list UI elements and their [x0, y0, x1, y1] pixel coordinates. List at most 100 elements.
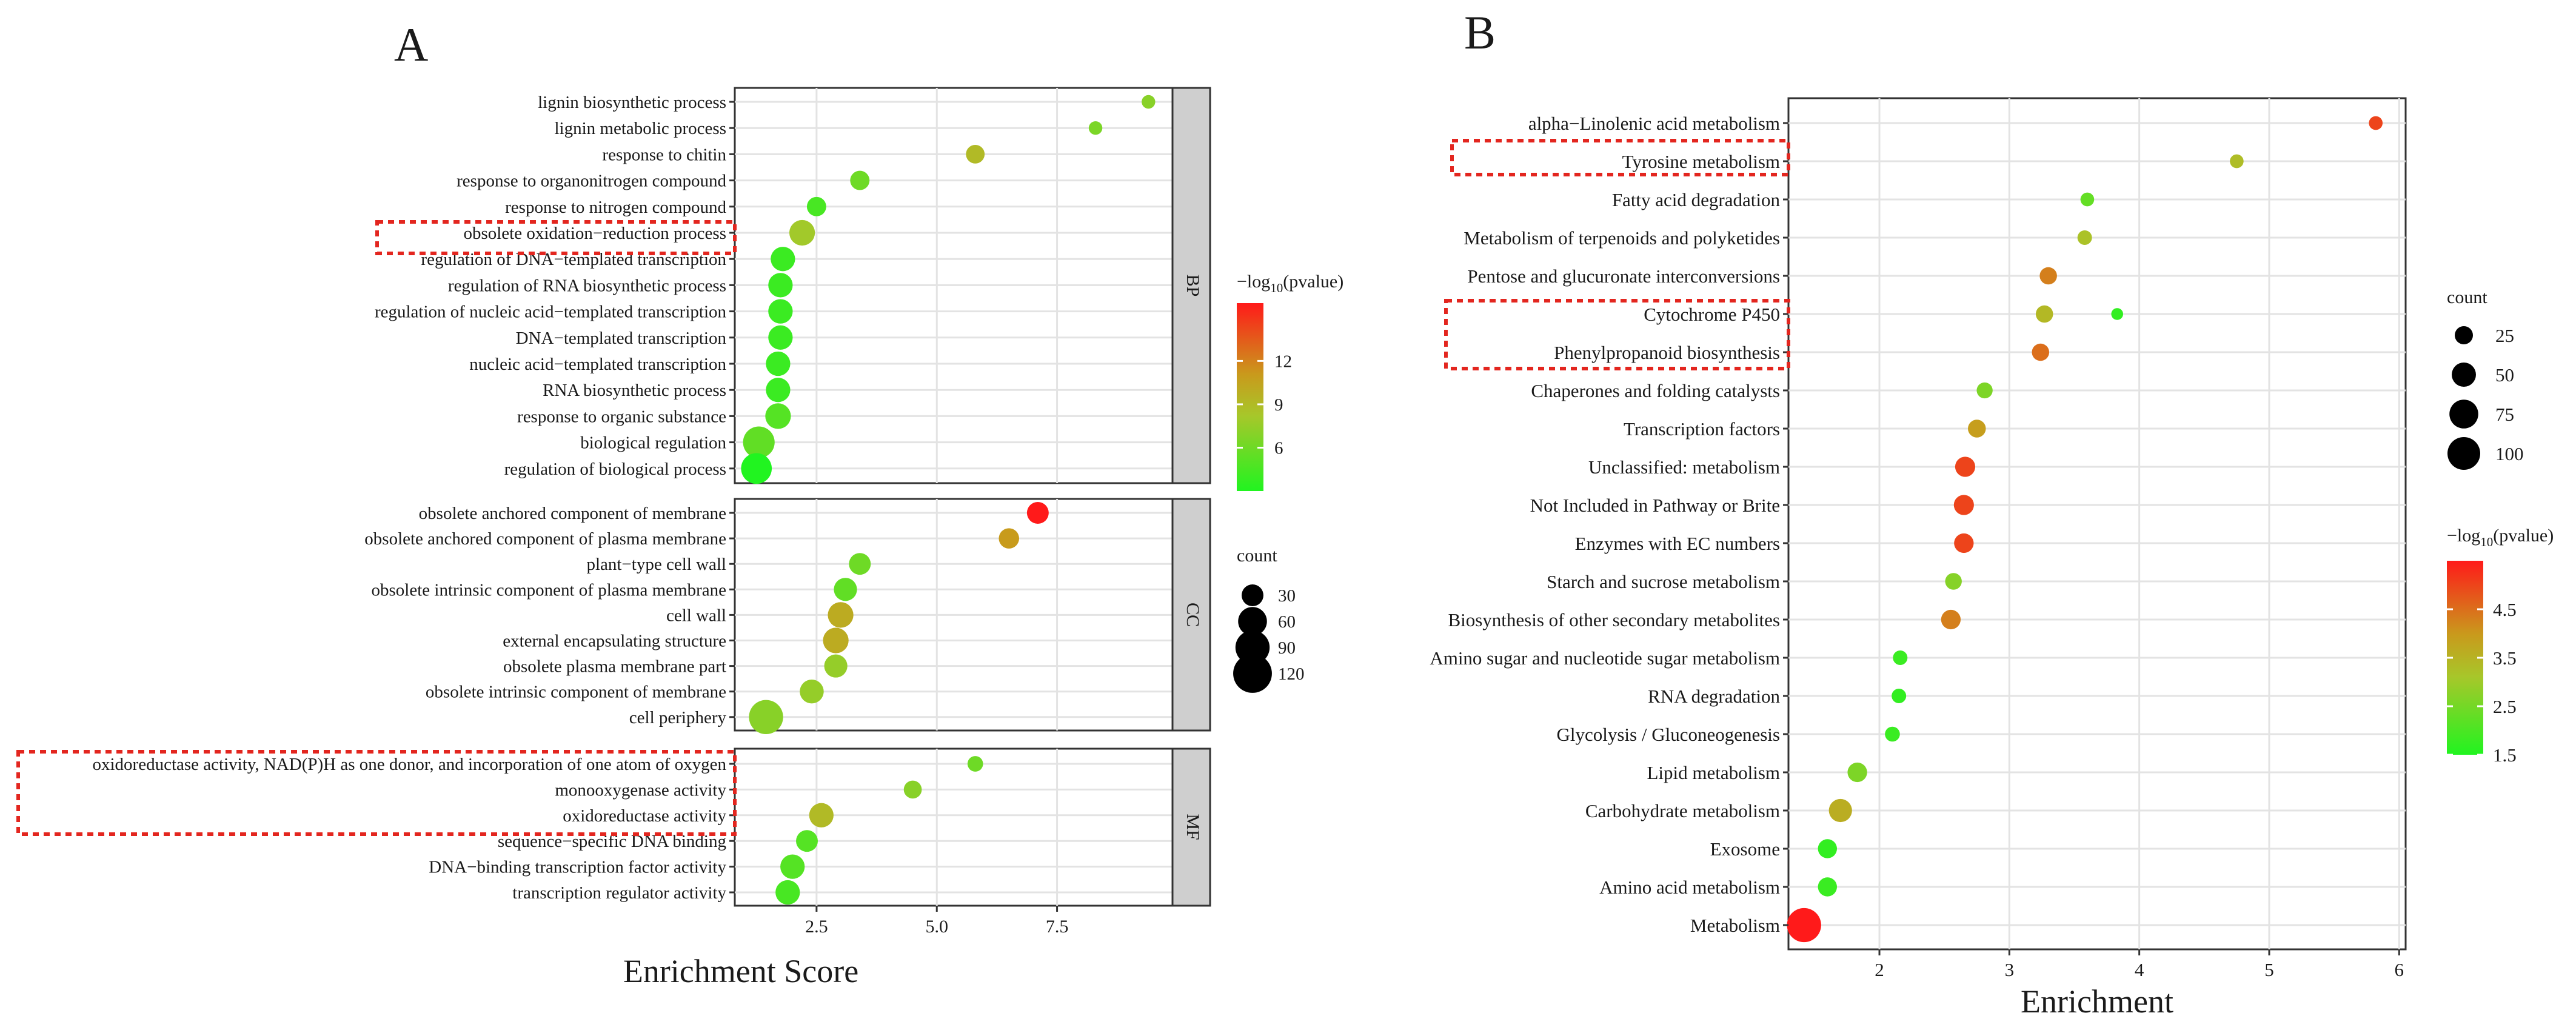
dot-cytochrome-p450 — [2035, 305, 2053, 323]
term-label: regulation of biological process — [504, 460, 726, 479]
term-label: Exosome — [1710, 838, 1780, 860]
term-label: Amino sugar and nucleotide sugar metabol… — [1430, 647, 1780, 669]
term-label: DNA−templated transcription — [516, 329, 727, 348]
highlight-box-tyrosine — [1450, 139, 1790, 176]
dot-cell-wall — [828, 602, 854, 628]
dot-carbohydrate-metabolism — [1828, 798, 1852, 823]
dot-obsolete-anchored-component-of-membrane — [1026, 502, 1049, 524]
term-label: Fatty acid degradation — [1612, 189, 1781, 210]
dot-nucleic-acid-templated-transcription — [766, 351, 791, 376]
panel-b-background — [1787, 97, 2407, 951]
term-label: external encapsulating structure — [503, 632, 726, 651]
dot-not-included-in-pathway-or-brite — [1953, 495, 1974, 515]
dot-metabolism-of-terpenoids-and-polyketides — [2077, 230, 2092, 245]
color-tick-label: 9 — [1274, 395, 1283, 415]
panel-b: B alpha−Linolenic acid metabolism Tyrosin… — [1430, 6, 2554, 1020]
dot-exosome — [1818, 839, 1837, 858]
dot-glycolysis-gluconeogenesis — [1885, 726, 1900, 742]
term-label: response to chitin — [602, 145, 726, 164]
dot-regulation-of-nucleic-acid-templated-transcription — [768, 299, 793, 324]
term-label: Tyrosine metabolism — [1622, 151, 1780, 172]
term-label: Chaperones and folding catalysts — [1531, 380, 1780, 401]
dot-response-to-nitrogen-compound — [806, 196, 826, 216]
dot-obsolete-plasma-membrane-part — [824, 654, 848, 678]
color-tick-label: 4.5 — [2493, 599, 2517, 620]
dot-obsolete-oxidation-reduction-process — [789, 219, 815, 246]
panel-b-dots — [1787, 116, 2383, 943]
term-label: Transcription factors — [1624, 418, 1780, 440]
highlight-box-oxidation-reduction — [375, 220, 737, 255]
term-label: Starch and sucrose metabolism — [1547, 571, 1780, 592]
panel-b-color-legend: −log10(pvalue) 1.5 2.5 3.5 4.5 — [2447, 526, 2554, 766]
term-label: Lipid metabolism — [1647, 762, 1780, 783]
dot-unclassified-metabolism — [1955, 456, 1976, 477]
dot-biological-regulation — [743, 426, 775, 458]
dot-external-encapsulating-structure — [823, 627, 849, 654]
facet-strip-bp — [1171, 87, 1211, 484]
dot-response-to-organonitrogen-compound — [850, 170, 870, 190]
term-label: Unclassified: metabolism — [1588, 456, 1780, 478]
size-legend-label: 120 — [1278, 664, 1305, 684]
panel-a-size-legend: count 30 60 90 120 — [1233, 546, 1305, 693]
panel-a-term-labels: lignin biosynthetic process lignin metabo… — [92, 93, 735, 903]
term-label: Phenylpropanoid biosynthesis — [1554, 342, 1780, 363]
panel-a-dots — [741, 95, 1156, 905]
dot-oxidoreductase-activity-nad-p-h-as-one-donor-and-incorporation-of-one-atom-of-oxygen — [967, 756, 983, 772]
dot-obsolete-intrinsic-component-of-membrane — [800, 679, 824, 704]
dot-alpha-linolenic-acid-metabolism — [2369, 116, 2383, 130]
term-label: lignin metabolic process — [555, 119, 727, 138]
facet-strip-cc-label: CC — [1183, 603, 1203, 627]
term-label: Pentose and glucuronate interconversions — [1467, 266, 1780, 287]
facet-strip-bp-label: BP — [1183, 275, 1203, 297]
size-legend-dot — [2452, 363, 2476, 387]
term-label: Enzymes with EC numbers — [1575, 533, 1780, 554]
panel-a-label: A — [394, 18, 428, 71]
color-tick-label: 6 — [1274, 438, 1283, 458]
panel-b-gridlines — [1788, 98, 2406, 949]
dot-plant-type-cell-wall — [849, 553, 871, 575]
term-label: cell periphery — [629, 708, 727, 727]
dot-phenylpropanoid-biosynthesis — [2032, 343, 2050, 361]
size-legend-dot — [2455, 326, 2473, 344]
panel-a-color-legend: −log10(pvalue) 6 9 12 — [1237, 272, 1343, 491]
highlight-box-oxidoreductase-group — [16, 750, 737, 836]
dot-rna-biosynthetic-process — [766, 378, 791, 403]
dot-chaperones-and-folding-catalysts — [1976, 382, 1993, 399]
term-label: regulation of RNA biosynthetic process — [448, 276, 726, 295]
term-label: biological regulation — [580, 433, 726, 453]
facet-strip-cc — [1171, 498, 1211, 732]
facet-mf-background — [734, 747, 1174, 907]
color-tick-label: 3.5 — [2493, 647, 2517, 669]
size-legend-dot — [1238, 607, 1267, 636]
dot-starch-and-sucrose-metabolism — [1945, 573, 1962, 590]
term-label: Not Included in Pathway or Brite — [1530, 495, 1780, 516]
dot-dna-templated-transcription — [768, 325, 793, 350]
panel-b-x-ticks: 2 3 4 5 6 — [1875, 949, 2404, 980]
size-legend-dot — [1235, 630, 1270, 665]
dot-transcription-factors — [1968, 420, 1986, 438]
term-label: Metabolism of terpenoids and polyketides — [1464, 227, 1780, 249]
size-legend-label: 30 — [1278, 586, 1296, 606]
dot-sequence-specific-dna-binding — [796, 830, 818, 852]
dot-fatty-acid-degradation — [2080, 192, 2095, 207]
x-tick-label: 4 — [2135, 959, 2144, 980]
panel-b-size-legend-title: count — [2447, 287, 2487, 307]
term-label: Metabolism — [1690, 915, 1780, 936]
panel-b-color-legend-title: −log10(pvalue) — [2447, 526, 2554, 549]
term-label: response to organonitrogen compound — [457, 172, 726, 191]
dot-rna-degradation — [1892, 689, 1907, 703]
panel-b-label: B — [1464, 6, 1496, 59]
term-label: nucleic acid−templated transcription — [469, 355, 726, 374]
term-label: alpha−Linolenic acid metabolism — [1528, 113, 1780, 134]
dot-biosynthesis-of-other-secondary-metabolites — [1941, 609, 1961, 630]
term-label: obsolete anchored component of membrane — [419, 504, 726, 523]
dot-obsolete-intrinsic-component-of-plasma-membrane — [834, 578, 857, 601]
dot-obsolete-anchored-component-of-plasma-membrane — [999, 528, 1019, 549]
panel-b-x-axis-label: Enrichment — [2021, 983, 2173, 1020]
size-legend-dot — [2447, 437, 2480, 470]
panel-a: A BP CC MF lignin biosynthetic processli… — [16, 18, 1343, 989]
x-tick-label: 3 — [2005, 959, 2015, 980]
dot-pentose-and-glucuronate-interconversions — [2039, 267, 2057, 285]
term-label: obsolete intrinsic component of plasma m… — [372, 580, 726, 600]
